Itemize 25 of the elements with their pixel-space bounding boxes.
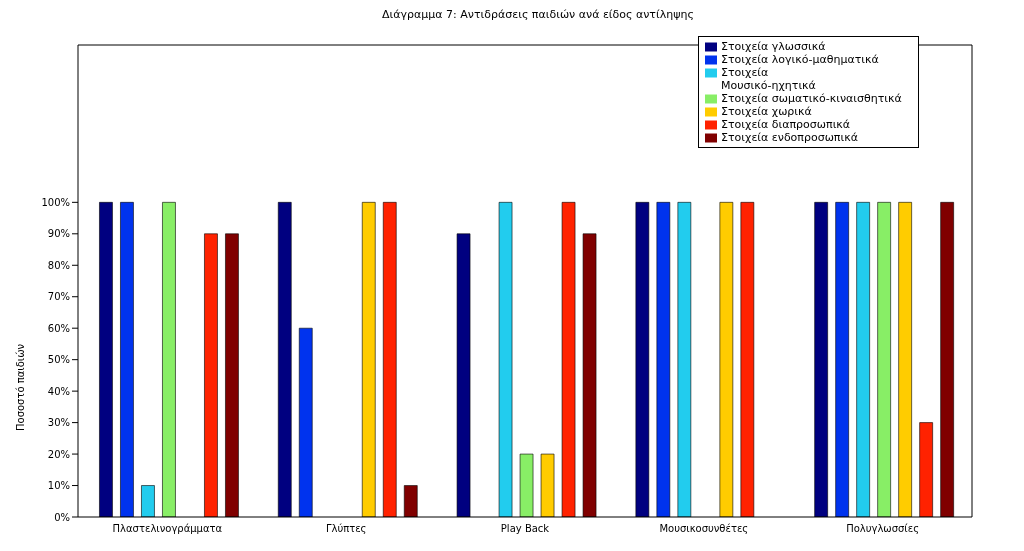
- y-tick-label: 30%: [47, 417, 70, 429]
- y-tick-label: 70%: [47, 291, 70, 303]
- y-tick-label: 0%: [54, 511, 70, 523]
- x-tick-label: Play Back: [500, 523, 550, 535]
- y-tick-label: 100%: [41, 196, 70, 208]
- legend-label: Στοιχεία λογικό-μαθηματικά: [721, 53, 879, 66]
- x-tick-label: Γλύπτες: [325, 523, 367, 535]
- y-tick-label: 40%: [47, 385, 70, 397]
- y-tick-label: 60%: [47, 322, 70, 334]
- legend-label: Στοιχεία σωματικό-κιναισθητικά: [721, 92, 902, 105]
- y-tick-label: 10%: [47, 480, 70, 492]
- x-tick-label: Πολυγλωσσίες: [846, 523, 920, 535]
- legend-label: Στοιχεία χωρικά: [721, 105, 812, 118]
- x-tick-label: Μουσικοσυνθέτες: [659, 523, 749, 535]
- legend-label: Στοιχεία διαπροσωπικά: [721, 118, 851, 131]
- legend-label: Στοιχεία Μουσικό-ηχητικά: [721, 66, 816, 92]
- x-tick-label: Πλαστελινογράμματα: [112, 523, 223, 535]
- y-tick-label: 50%: [47, 354, 70, 366]
- y-tick-label: 20%: [47, 448, 70, 460]
- legend-label: Στοιχεία ενδοπροσωπικά: [721, 131, 858, 144]
- y-axis-title: Ποσοστό παιδιών: [14, 343, 26, 431]
- y-tick-label: 80%: [47, 259, 70, 271]
- chart-title: Διάγραμμα 7: Αντιδράσεις παιδιών ανά είδος αντίληψης: [381, 8, 695, 22]
- legend-label: Στοιχεία γλωσσικά: [721, 40, 826, 53]
- y-tick-label: 90%: [47, 228, 70, 240]
